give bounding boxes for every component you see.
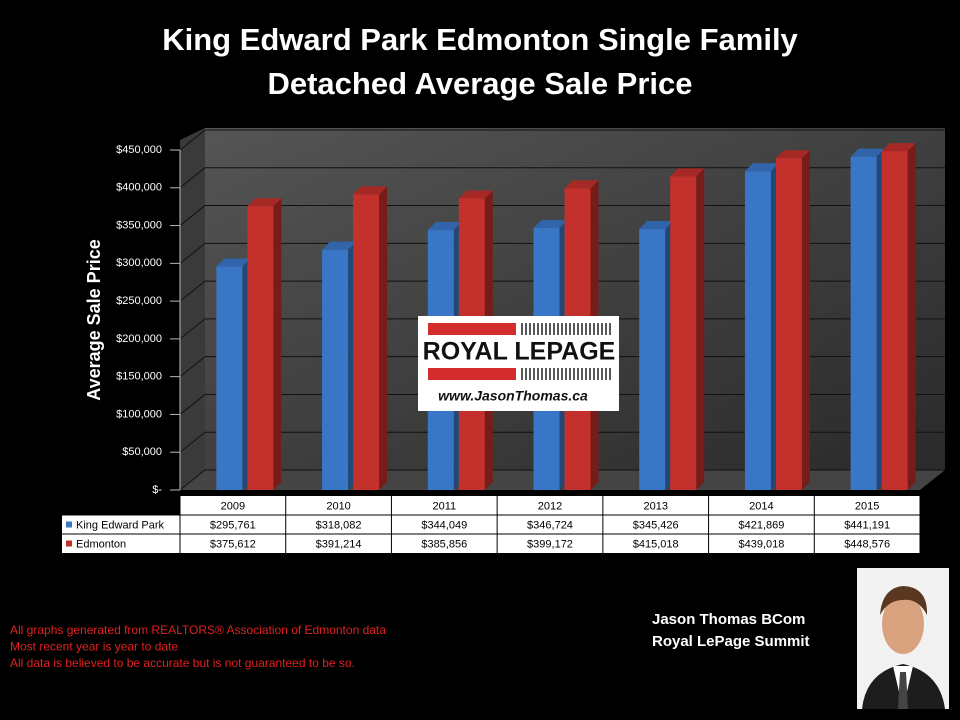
logo-lines [521,323,611,380]
y-tick-label: $400,000 [116,182,162,194]
table-cell: $375,612 [210,538,256,550]
legend-label: King Edward Park [76,519,165,531]
bar [881,151,908,490]
table-cell: $441,191 [844,519,890,531]
x-tick-label: 2012 [538,500,562,512]
bar [670,176,697,490]
legend-swatch [66,540,72,547]
logo: ROYAL LEPAGE www.JasonThomas.ca [418,316,619,411]
y-tick-label: $- [152,484,162,496]
signature-line: Jason Thomas BCom [652,611,805,628]
logo-brand: ROYAL LEPAGE [423,338,616,366]
note: All data is believed to be accurate but … [10,656,355,670]
x-tick-label: 2011 [432,500,456,512]
bar-top [744,163,779,172]
bar-side [379,186,388,491]
table-cell: $421,869 [738,519,784,531]
bar [744,171,771,491]
bar [322,249,349,490]
portrait-face [882,594,924,654]
table-frame [180,496,920,515]
table-cell: $448,576 [844,538,890,550]
bar-side [801,150,810,490]
bar [216,266,243,490]
grid-line [179,129,945,151]
portrait-tie [898,672,908,709]
bar [353,194,380,491]
data-table: 2009 $295,761 $375,612 2010 $318,082 $391,214… [62,496,921,553]
table-cell: $318,082 [316,519,362,531]
grid-line [179,167,945,189]
logo-url: www.JasonThomas.ca [438,388,588,404]
signature: Jason Thomas BCom Royal LePage Summit [652,611,810,650]
bar-top [670,168,705,177]
bar-top [639,221,674,230]
signature-line: Royal LePage Summit [652,633,810,650]
table-cell: $344,049 [421,519,467,531]
x-tick-label: 2009 [221,500,245,512]
table-cell: $385,856 [421,538,467,550]
bar [775,158,802,490]
bar-side [907,143,916,490]
table-cell: $346,724 [527,519,573,531]
table-cell: $439,018 [738,538,784,550]
portrait [857,568,949,709]
y-tick-label: $150,000 [116,371,162,383]
bar [639,229,666,490]
bar-top [850,148,885,157]
y-tick-label: $250,000 [116,295,162,307]
chart-title: King Edward Park Edmonton Single Family … [162,22,798,101]
bar-top [353,186,388,195]
bar-top [427,222,462,231]
x-tick-label: 2010 [326,500,350,512]
y-tick-label: $200,000 [116,333,162,345]
notes: All graphs generated from REALTORS® Asso… [10,623,386,670]
legend-label: Edmonton [76,538,126,550]
legend-swatch [66,521,72,528]
table-cell: $345,426 [633,519,679,531]
x-tick-label: 2014 [749,500,773,512]
table-cell: $399,172 [527,538,573,550]
y-tick-label: $300,000 [116,257,162,269]
y-axis: $- $50,000 $100,000 $150,000 $200,000 $250,00… [116,144,181,496]
bar [850,156,877,490]
table-cell: $415,018 [633,538,679,550]
note: All graphs generated from REALTORS® Asso… [10,623,386,637]
portrait-hair [880,586,928,615]
bar-top [322,241,357,250]
logo-stripe [428,323,516,335]
y-tick-label: $50,000 [122,446,162,458]
bar-top [458,190,493,199]
y-tick-label: $350,000 [116,219,162,231]
bar-side [696,168,705,490]
x-tick-label: 2015 [855,500,879,512]
bar-side [273,198,282,490]
bar-top [216,258,251,267]
bar-top [247,198,282,207]
table-cell: $391,214 [316,538,362,550]
bar-top [564,180,599,189]
y-axis-title: Average Sale Price [84,239,104,400]
y-tick-label: $450,000 [116,144,162,156]
bar-top [775,150,810,159]
y-tick-label: $100,000 [116,408,162,420]
x-tick-label: 2013 [643,500,667,512]
bar-top [533,220,568,229]
note: Most recent year is year to date [10,640,178,654]
table-cell: $295,761 [210,519,256,531]
logo-stripe [428,368,516,380]
bar-top [881,143,916,152]
bar [247,206,274,490]
